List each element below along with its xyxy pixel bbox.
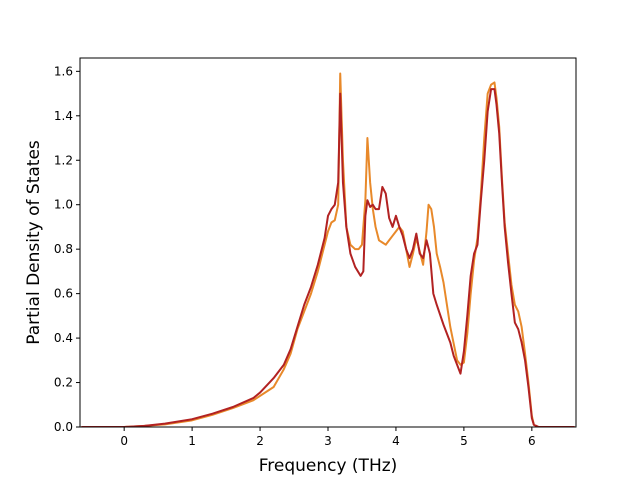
y-tick-label: 0.2 bbox=[54, 376, 73, 390]
y-tick-label: 1.4 bbox=[54, 109, 73, 123]
x-tick-label: 0 bbox=[120, 434, 128, 448]
y-tick-label: 0.4 bbox=[54, 331, 73, 345]
x-axis-label: Frequency (THz) bbox=[259, 456, 398, 476]
y-axis-label: Partial Density of States bbox=[24, 140, 44, 345]
x-tick-label: 5 bbox=[460, 434, 468, 448]
y-tick-label: 0.8 bbox=[54, 242, 73, 256]
y-tick-label: 1.2 bbox=[54, 153, 73, 167]
y-tick-label: 1.6 bbox=[54, 64, 73, 78]
x-tick-label: 1 bbox=[188, 434, 196, 448]
x-tick-label: 2 bbox=[256, 434, 264, 448]
y-tick-label: 0.0 bbox=[54, 420, 73, 434]
y-tick-label: 0.6 bbox=[54, 287, 73, 301]
axes-layer: 0 1 2 3 4 5 6 0.0 0.2 0.4 0.6 0.8 1.0 1.2 1.4 1.6 bbox=[54, 57, 577, 448]
x-tick-label: 6 bbox=[528, 434, 536, 448]
x-tick-label: 4 bbox=[392, 434, 400, 448]
plot-area bbox=[80, 58, 576, 427]
series-layer bbox=[81, 72, 575, 427]
y-tick-label: 1.0 bbox=[54, 198, 73, 212]
series-line-2 bbox=[81, 88, 575, 427]
plot-background bbox=[80, 58, 576, 427]
x-tick-label: 3 bbox=[324, 434, 332, 448]
